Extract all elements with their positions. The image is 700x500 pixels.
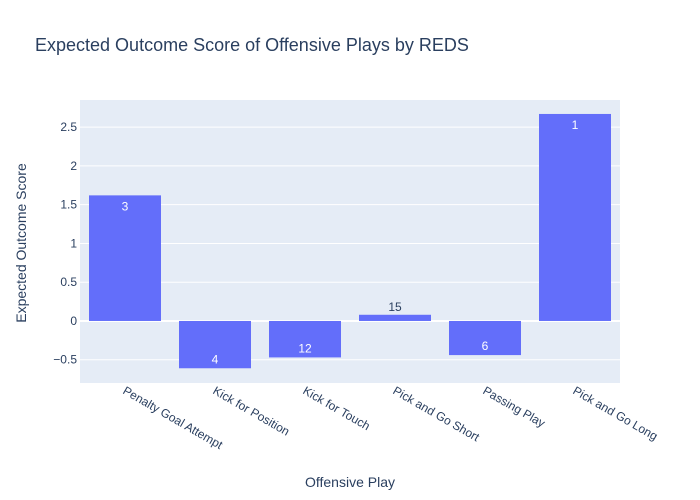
bar (269, 320, 341, 358)
bar (449, 320, 521, 356)
bar-value-label: 15 (388, 300, 402, 314)
bar-value-label: 6 (482, 339, 489, 353)
y-tick-label: 0 (70, 314, 77, 328)
gridlines (80, 126, 620, 361)
x-axis-title: Offensive Play (305, 474, 395, 490)
y-axis-title: Expected Outcome Score (13, 163, 29, 323)
y-tick-label: 2.5 (60, 120, 77, 134)
y-tick-label: 1 (70, 236, 77, 250)
bars-group (89, 113, 611, 369)
bar (359, 314, 431, 321)
y-tick-label: 0.5 (60, 275, 77, 289)
y-tick-label: −0.5 (53, 353, 77, 367)
bar-value-label: 4 (212, 352, 219, 366)
bar (539, 113, 611, 321)
bar-value-label: 1 (572, 118, 579, 132)
y-tick-label: 2 (70, 159, 77, 173)
bar (89, 195, 161, 321)
y-tick-label: 1.5 (60, 198, 77, 212)
bar-value-label: 12 (298, 341, 312, 355)
chart-title: Expected Outcome Score of Offensive Play… (35, 35, 469, 55)
y-tick-labels: −0.5 0 0.5 1 1.5 2 2.5 (53, 120, 77, 367)
bar-value-label: 3 (122, 199, 129, 213)
plot-area (80, 100, 620, 383)
bar-labels-group: 3 4 12 15 6 1 (122, 118, 579, 366)
bar (179, 320, 251, 369)
